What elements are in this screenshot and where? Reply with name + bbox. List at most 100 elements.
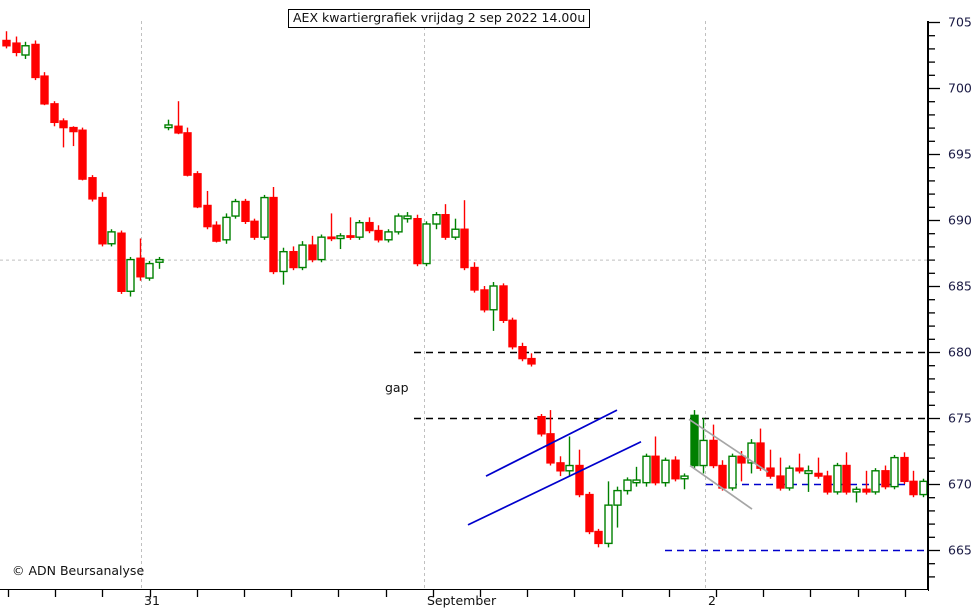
candle-7[interactable] bbox=[69, 126, 78, 147]
ascending-channel-lower[interactable] bbox=[467, 440, 642, 526]
candle-57[interactable] bbox=[546, 410, 555, 466]
candle-10[interactable] bbox=[98, 192, 107, 247]
candle-1[interactable] bbox=[12, 36, 21, 57]
candle-44[interactable] bbox=[422, 221, 431, 267]
candle-82[interactable] bbox=[785, 465, 794, 491]
candle-95[interactable] bbox=[909, 470, 918, 498]
candle-19[interactable] bbox=[183, 127, 192, 177]
candle-31[interactable] bbox=[298, 241, 307, 271]
candle-63[interactable] bbox=[604, 481, 613, 548]
candle-3[interactable] bbox=[31, 40, 40, 81]
candle-23[interactable] bbox=[222, 213, 231, 244]
candle-85[interactable] bbox=[814, 457, 823, 479]
candle-32[interactable] bbox=[308, 235, 317, 263]
candle-87[interactable] bbox=[833, 462, 842, 495]
candle-17[interactable] bbox=[164, 119, 173, 131]
candle-69[interactable] bbox=[661, 457, 670, 487]
candle-88[interactable] bbox=[842, 452, 851, 495]
candle-84[interactable] bbox=[804, 465, 813, 492]
candle-60[interactable] bbox=[575, 449, 584, 498]
candlestick-plot-area[interactable]: gap bbox=[0, 21, 928, 590]
candle-5[interactable] bbox=[50, 101, 59, 127]
candle-78[interactable] bbox=[747, 439, 756, 474]
candle-30[interactable] bbox=[289, 246, 298, 271]
candle-54[interactable] bbox=[518, 342, 527, 362]
candle-37[interactable] bbox=[355, 220, 364, 240]
descending-wedge-upper[interactable] bbox=[688, 418, 769, 473]
candle-58[interactable] bbox=[556, 456, 565, 477]
candle-34[interactable] bbox=[327, 213, 336, 242]
candle-64[interactable] bbox=[613, 486, 622, 528]
candle-48[interactable] bbox=[460, 200, 469, 271]
candle-12[interactable] bbox=[117, 230, 126, 294]
candle-45[interactable] bbox=[432, 212, 441, 230]
candle-90[interactable] bbox=[862, 470, 871, 495]
candle-79[interactable] bbox=[756, 428, 765, 471]
candle-91[interactable] bbox=[871, 468, 880, 495]
descending-wedge-lower[interactable] bbox=[689, 464, 753, 510]
candle-53[interactable] bbox=[508, 317, 517, 350]
candle-38[interactable] bbox=[365, 217, 374, 234]
candle-36[interactable] bbox=[346, 217, 355, 240]
candle-16[interactable] bbox=[155, 256, 164, 269]
candle-61[interactable] bbox=[585, 491, 594, 535]
candle-96[interactable] bbox=[919, 478, 927, 498]
candle-86[interactable] bbox=[823, 470, 832, 495]
candle-77[interactable] bbox=[737, 451, 746, 482]
candle-18[interactable] bbox=[174, 101, 183, 135]
candle-56[interactable] bbox=[537, 414, 546, 437]
candle-42[interactable] bbox=[403, 212, 412, 223]
candle-70[interactable] bbox=[671, 456, 680, 482]
candle-50[interactable] bbox=[480, 286, 489, 313]
candle-51[interactable] bbox=[489, 282, 498, 331]
candle-14[interactable] bbox=[136, 238, 145, 281]
candle-20[interactable] bbox=[193, 171, 202, 209]
candle-59[interactable] bbox=[565, 436, 574, 477]
candle-47[interactable] bbox=[451, 218, 460, 240]
candle-55[interactable] bbox=[527, 353, 536, 367]
candle-66[interactable] bbox=[632, 466, 641, 487]
candle-26[interactable] bbox=[250, 218, 259, 240]
candle-74[interactable] bbox=[709, 424, 718, 469]
candle-27[interactable] bbox=[260, 194, 269, 240]
candle-6[interactable] bbox=[59, 118, 68, 148]
candle-21[interactable] bbox=[203, 190, 212, 230]
candle-93[interactable] bbox=[890, 454, 899, 490]
candle-35[interactable] bbox=[336, 233, 345, 250]
candle-25[interactable] bbox=[241, 198, 250, 224]
candle-68[interactable] bbox=[651, 436, 660, 486]
candle-80[interactable] bbox=[766, 449, 775, 479]
candle-15[interactable] bbox=[145, 260, 154, 281]
candle-94[interactable] bbox=[900, 452, 909, 484]
candle-11[interactable] bbox=[107, 229, 116, 247]
candle-71[interactable] bbox=[680, 473, 689, 490]
candle-0[interactable] bbox=[2, 31, 11, 49]
candle-83[interactable] bbox=[795, 453, 804, 474]
candle-46[interactable] bbox=[441, 204, 450, 240]
candle-52[interactable] bbox=[499, 283, 508, 323]
candle-72[interactable] bbox=[690, 410, 699, 469]
candle-81[interactable] bbox=[776, 457, 785, 491]
ascending-channel-upper[interactable] bbox=[485, 409, 618, 477]
candle-67[interactable] bbox=[642, 453, 651, 487]
candle-62[interactable] bbox=[594, 528, 603, 548]
candle-43[interactable] bbox=[413, 214, 422, 267]
candle-65[interactable] bbox=[623, 477, 632, 495]
candle-92[interactable] bbox=[881, 465, 890, 490]
candle-24[interactable] bbox=[231, 198, 240, 219]
candle-73[interactable] bbox=[699, 418, 708, 474]
candle-49[interactable] bbox=[470, 262, 479, 293]
candle-28[interactable] bbox=[269, 187, 278, 275]
candle-8[interactable] bbox=[78, 127, 87, 181]
candle-89[interactable] bbox=[852, 486, 861, 503]
candle-22[interactable] bbox=[212, 221, 221, 243]
candle-9[interactable] bbox=[88, 175, 97, 202]
candle-39[interactable] bbox=[374, 225, 383, 243]
candle-76[interactable] bbox=[728, 453, 737, 491]
candle-13[interactable] bbox=[126, 256, 135, 297]
candle-33[interactable] bbox=[317, 234, 326, 263]
candle-2[interactable] bbox=[21, 41, 30, 59]
candle-29[interactable] bbox=[279, 247, 288, 285]
candle-4[interactable] bbox=[40, 72, 49, 106]
candle-40[interactable] bbox=[384, 229, 393, 243]
